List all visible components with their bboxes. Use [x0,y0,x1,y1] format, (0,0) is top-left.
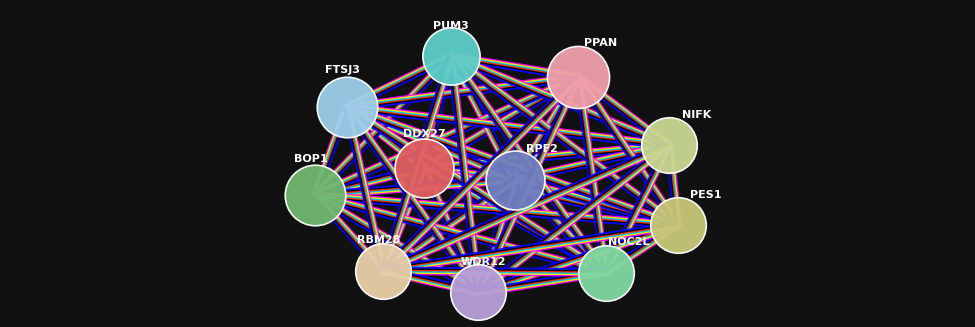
Text: FTSJ3: FTSJ3 [325,65,360,76]
Text: RPF2: RPF2 [526,145,558,154]
Text: DDX27: DDX27 [403,129,446,139]
Point [598,270,613,275]
Point [416,165,432,171]
Text: PES1: PES1 [689,190,722,200]
Point [471,290,487,295]
Text: NOC2L: NOC2L [607,237,649,247]
Point [375,268,391,273]
Point [307,193,323,198]
Text: RBM28: RBM28 [357,235,400,245]
Point [661,143,677,148]
Text: WDR12: WDR12 [460,257,506,267]
Text: BOP1: BOP1 [293,153,328,164]
Point [339,105,355,110]
Text: PPAN: PPAN [584,38,617,48]
Point [444,54,459,59]
Point [507,177,523,182]
Point [570,75,586,80]
Text: NIFK: NIFK [682,110,711,120]
Text: PUM3: PUM3 [433,21,469,31]
Point [671,223,686,228]
